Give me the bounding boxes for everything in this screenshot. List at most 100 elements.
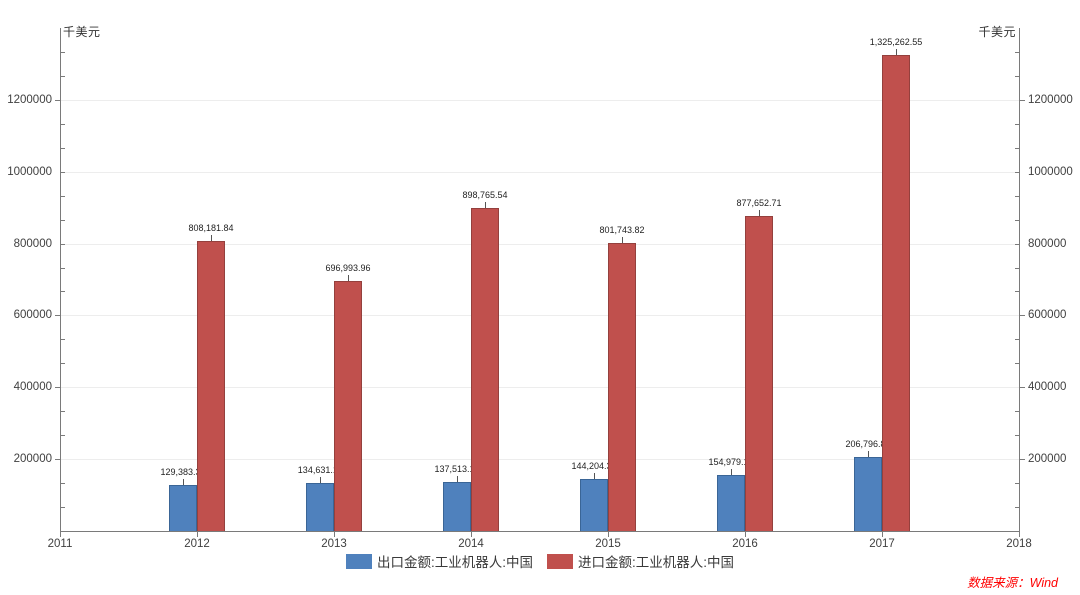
bar-label-tick (594, 473, 595, 480)
bar-import-2013 (334, 280, 362, 531)
y-minor-tick (61, 76, 65, 77)
y-minor-tick (1015, 435, 1019, 436)
y-minor-tick (61, 244, 65, 245)
y-minor-tick (61, 435, 65, 436)
x-axis-year-label: 2017 (869, 538, 895, 550)
x-axis-year-label: 2014 (458, 538, 484, 550)
y-axis-label: 1200000 (1028, 93, 1073, 106)
bar-label-tick (348, 274, 349, 281)
x-tick (197, 532, 198, 537)
y-minor-tick (61, 291, 65, 292)
y-axis-label: 200000 (1028, 453, 1067, 466)
y-axis-label: 1000000 (1028, 165, 1073, 178)
x-tick (334, 532, 335, 537)
bar-label-tick (211, 234, 212, 241)
bar-value-label-export-2014: 137,513.16 (434, 463, 480, 474)
y-minor-tick (1015, 172, 1019, 173)
bar-export-2014 (443, 481, 471, 531)
y-axis-left (60, 28, 61, 531)
bar-label-tick (320, 476, 321, 483)
bar-value-label-export-2016: 154,979.18 (708, 457, 754, 468)
y-major-tick (1020, 459, 1025, 460)
bar-value-label-import-2012: 808,181.84 (188, 222, 234, 233)
gridline (61, 172, 1019, 173)
x-tick (60, 532, 61, 537)
gridline (61, 459, 1019, 460)
y-major-tick (55, 459, 60, 460)
bar-value-label-import-2014: 898,765.54 (462, 190, 508, 201)
y-minor-tick (1015, 291, 1019, 292)
legend-item-export: 出口金额:工业机器人:中国 (345, 551, 533, 571)
bar-label-tick (485, 202, 486, 209)
y-minor-tick (61, 507, 65, 508)
bar-export-2017 (854, 456, 882, 531)
y-axis-label: 400000 (1028, 381, 1067, 394)
bar-label-tick (183, 478, 184, 485)
y-axis-right (1019, 28, 1020, 531)
y-minor-tick (1015, 148, 1019, 149)
bar-value-label-export-2012: 129,383.36 (160, 466, 206, 477)
import-series-swatch (547, 553, 573, 569)
y-minor-tick (1015, 244, 1019, 245)
x-tick (471, 532, 472, 537)
gridline (61, 100, 1019, 101)
x-tick (1019, 532, 1020, 537)
x-axis (60, 531, 1020, 532)
bar-label-tick (759, 209, 760, 216)
y-minor-tick (61, 339, 65, 340)
y-axis-label: 800000 (1028, 237, 1067, 250)
legend: 出口金额:工业机器人:中国 进口金额:工业机器人:中国 (0, 551, 1080, 571)
x-axis-year-label: 2011 (47, 538, 73, 550)
y-axis-label: 1000000 (7, 165, 52, 178)
y-minor-tick (1015, 411, 1019, 412)
bar-label-tick (731, 469, 732, 476)
y-major-tick (1020, 315, 1025, 316)
y-major-tick (55, 315, 60, 316)
bar-value-label-import-2016: 877,652.71 (736, 197, 782, 208)
bar-export-2015 (580, 479, 608, 531)
x-axis-year-label: 2013 (321, 538, 347, 550)
y-minor-tick (61, 268, 65, 269)
gridline (61, 387, 1019, 388)
bar-import-2015 (608, 242, 636, 531)
gridline (61, 244, 1019, 245)
y-minor-tick (61, 483, 65, 484)
bar-label-tick (896, 48, 897, 55)
y-minor-tick (61, 148, 65, 149)
x-tick (608, 532, 609, 537)
bar-value-label-export-2017: 206,796.80 (845, 438, 891, 449)
y-minor-tick (1015, 220, 1019, 221)
bar-import-2014 (471, 208, 499, 531)
x-axis-year-label: 2015 (595, 538, 621, 550)
y-minor-tick (1015, 507, 1019, 508)
y-minor-tick (61, 196, 65, 197)
bar-value-label-import-2017: 1,325,262.55 (869, 36, 923, 47)
y-major-tick (55, 100, 60, 101)
y-axis-unit-right: 千美元 (978, 25, 1016, 39)
bar-value-label-import-2015: 801,743.82 (599, 224, 645, 235)
y-axis-label: 200000 (13, 453, 52, 466)
y-minor-tick (1015, 76, 1019, 77)
bar-export-2013 (306, 482, 334, 531)
bar-export-2012 (169, 484, 197, 531)
y-minor-tick (1015, 52, 1019, 53)
y-minor-tick (61, 220, 65, 221)
y-minor-tick (1015, 363, 1019, 364)
y-major-tick (1020, 387, 1025, 388)
y-minor-tick (1015, 268, 1019, 269)
x-axis-year-label: 2016 (732, 538, 758, 550)
bar-value-label-export-2013: 134,631.11 (297, 464, 343, 475)
y-minor-tick (61, 411, 65, 412)
y-axis-label: 800000 (13, 237, 52, 250)
bar-value-label-export-2015: 144,204.30 (571, 461, 617, 472)
y-axis-label: 600000 (1028, 309, 1067, 322)
y-minor-tick (1015, 196, 1019, 197)
export-series-swatch (345, 553, 372, 569)
x-tick (745, 532, 746, 537)
y-axis-unit-left: 千美元 (63, 25, 101, 39)
gridline (61, 315, 1019, 316)
y-minor-tick (61, 124, 65, 125)
y-minor-tick (1015, 339, 1019, 340)
x-axis-year-label: 2018 (1006, 538, 1032, 550)
x-tick (882, 532, 883, 537)
